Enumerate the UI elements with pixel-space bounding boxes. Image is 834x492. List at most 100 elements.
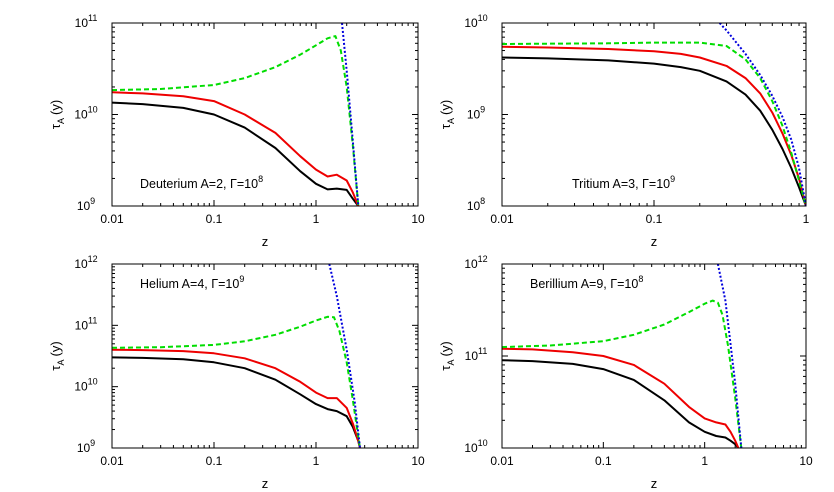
x-tick-label: 10 bbox=[799, 454, 813, 468]
y-axis-subscript: A bbox=[56, 118, 66, 124]
y-tick-label: 1012 bbox=[464, 254, 487, 271]
x-tick-label: 0.1 bbox=[206, 454, 223, 468]
y-tick-exponent: 12 bbox=[478, 254, 488, 264]
annotation-exponent: 8 bbox=[258, 174, 263, 184]
y-tick-base: 10 bbox=[77, 441, 91, 455]
x-tick-label: 0.1 bbox=[206, 212, 223, 226]
x-tick-label: 10 bbox=[411, 212, 425, 226]
y-tick-exponent: 11 bbox=[88, 13, 97, 23]
y-axis-subscript: A bbox=[446, 360, 456, 366]
x-tick-label: 0.01 bbox=[100, 454, 124, 468]
y-tick-label: 1010 bbox=[464, 438, 487, 455]
y-tick-base: 10 bbox=[464, 16, 478, 30]
y-tick-exponent: 9 bbox=[90, 438, 95, 448]
annotation-exponent: 9 bbox=[670, 174, 675, 184]
series-line-2 bbox=[502, 41, 806, 206]
y-tick-exponent: 11 bbox=[478, 346, 487, 356]
series-line-1 bbox=[112, 91, 360, 206]
panel-annotation: Berillium A=9, Γ=108 bbox=[530, 274, 643, 291]
y-axis-unit: (y) bbox=[48, 341, 63, 356]
y-tick-label: 1012 bbox=[74, 254, 97, 271]
y-tick-label: 1010 bbox=[464, 13, 487, 30]
x-tick-label: 0.01 bbox=[100, 212, 124, 226]
y-tick-label: 1011 bbox=[75, 315, 98, 332]
y-tick-label: 1011 bbox=[465, 346, 488, 363]
panel-annotation: Helium A=4, Γ=109 bbox=[140, 274, 244, 291]
y-tick-base: 10 bbox=[467, 199, 481, 213]
y-tick-label: 1011 bbox=[75, 13, 98, 30]
annotation-text: Deuterium A=2, Γ=10 bbox=[140, 177, 258, 191]
y-tick-base: 10 bbox=[74, 380, 88, 394]
y-axis-subscript: A bbox=[56, 360, 66, 366]
y-axis-label: τA (y) bbox=[48, 341, 66, 370]
annotation-exponent: 9 bbox=[239, 274, 244, 284]
y-tick-label: 109 bbox=[467, 105, 485, 122]
plot-frame bbox=[501, 263, 807, 449]
series-line-0 bbox=[502, 56, 806, 206]
y-tick-base: 10 bbox=[464, 441, 478, 455]
y-axis-unit: (y) bbox=[48, 100, 63, 115]
x-tick-label: 0.01 bbox=[490, 212, 514, 226]
y-tick-base: 10 bbox=[465, 349, 479, 363]
y-tick-label: 1010 bbox=[74, 105, 97, 122]
series-line-0 bbox=[112, 356, 361, 448]
y-axis-subscript: A bbox=[446, 118, 456, 124]
y-tick-base: 10 bbox=[75, 16, 89, 30]
x-axis-label: z bbox=[262, 234, 269, 249]
y-axis-label: τA (y) bbox=[48, 100, 66, 129]
panel-annotation: Deuterium A=2, Γ=108 bbox=[140, 174, 263, 191]
annotation-text: Helium A=4, Γ=10 bbox=[140, 277, 239, 291]
y-tick-exponent: 12 bbox=[88, 254, 98, 264]
y-tick-exponent: 9 bbox=[480, 105, 485, 115]
y-tick-exponent: 10 bbox=[88, 377, 98, 387]
y-tick-base: 10 bbox=[74, 257, 88, 271]
x-tick-label: 1 bbox=[803, 212, 810, 226]
y-tick-exponent: 8 bbox=[480, 196, 485, 206]
series-line-2 bbox=[112, 315, 361, 448]
y-tick-exponent: 10 bbox=[478, 438, 488, 448]
panel-annotation: Tritium A=3, Γ=109 bbox=[572, 174, 675, 191]
y-axis-label: τA (y) bbox=[438, 100, 456, 129]
series-line-1 bbox=[112, 348, 361, 448]
y-axis-symbol: τ bbox=[48, 365, 63, 371]
annotation-text: Berillium A=9, Γ=10 bbox=[530, 277, 638, 291]
x-axis-label: z bbox=[262, 476, 269, 491]
y-axis-unit: (y) bbox=[438, 341, 453, 356]
x-tick-label: 10 bbox=[411, 454, 425, 468]
plot-frame bbox=[501, 22, 807, 207]
series-line-3 bbox=[716, 264, 743, 448]
y-tick-label: 109 bbox=[77, 196, 95, 213]
y-tick-base: 10 bbox=[77, 199, 91, 213]
series-line-0 bbox=[112, 101, 360, 206]
series-line-2 bbox=[112, 35, 360, 206]
x-tick-label: 0.01 bbox=[490, 454, 514, 468]
y-tick-exponent: 9 bbox=[90, 196, 95, 206]
x-tick-label: 1 bbox=[701, 454, 708, 468]
y-axis-label: τA (y) bbox=[438, 341, 456, 370]
plot-frame bbox=[111, 22, 419, 207]
x-axis-label: z bbox=[651, 234, 658, 249]
x-axis-label: z bbox=[651, 476, 658, 491]
y-axis-symbol: τ bbox=[48, 123, 63, 129]
series-line-3 bbox=[341, 23, 360, 206]
x-tick-label: 0.1 bbox=[595, 454, 612, 468]
y-tick-label: 109 bbox=[77, 438, 95, 455]
series-line-3 bbox=[718, 23, 806, 206]
series-line-2 bbox=[502, 299, 743, 448]
y-tick-base: 10 bbox=[75, 318, 89, 332]
y-tick-label: 1010 bbox=[74, 377, 97, 394]
series-line-3 bbox=[328, 264, 361, 448]
y-tick-exponent: 11 bbox=[88, 315, 97, 325]
y-tick-exponent: 10 bbox=[88, 105, 98, 115]
y-tick-exponent: 10 bbox=[478, 13, 488, 23]
series-line-1 bbox=[502, 45, 806, 206]
y-axis-symbol: τ bbox=[438, 365, 453, 371]
x-tick-label: 1 bbox=[313, 212, 320, 226]
y-tick-base: 10 bbox=[74, 108, 88, 122]
series-line-0 bbox=[502, 359, 740, 448]
